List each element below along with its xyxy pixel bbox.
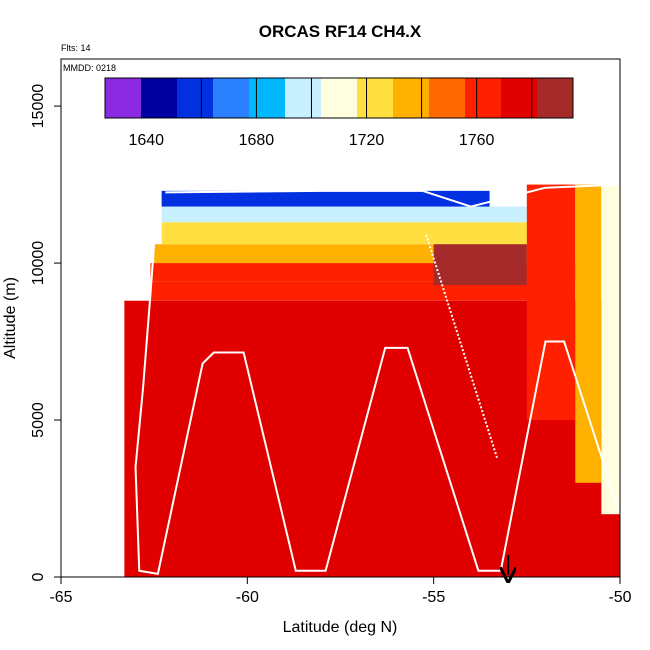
y-tick-label: 5000 <box>30 402 47 438</box>
y-tick-label: 0 <box>30 572 47 581</box>
colorbar-tick-label: 1760 <box>459 132 495 149</box>
colorbar-swatch <box>429 78 466 118</box>
colorbar-tick-label: 1680 <box>239 132 275 149</box>
x-axis-label: Latitude (deg N) <box>283 619 398 636</box>
colorbar-swatch <box>249 78 286 118</box>
colorbar-swatch <box>321 78 358 118</box>
colorbar-swatch <box>141 78 178 118</box>
colorbar-tick-label: 1720 <box>349 132 385 149</box>
cross-section-cell <box>154 350 509 405</box>
colorbar-swatch <box>105 78 142 118</box>
cross-section-cell <box>161 222 553 245</box>
y-axis: 0 5000 10000 15000 <box>30 84 61 581</box>
colorbar-swatch <box>177 78 214 118</box>
upper-track-line <box>165 183 620 208</box>
cross-section-cell <box>526 184 576 421</box>
x-tick-label: -55 <box>422 589 445 606</box>
cross-section-cell <box>601 184 620 515</box>
colorbar-swatch <box>537 78 574 118</box>
date-label: MMDD: 0218 <box>63 63 116 73</box>
colorbar-swatch <box>393 78 430 118</box>
flight-track-line <box>134 190 620 576</box>
cross-section-cells <box>124 184 620 577</box>
y-tick-label: 10000 <box>30 241 47 286</box>
cross-section-cell <box>150 281 553 301</box>
x-tick-label: -50 <box>608 589 631 606</box>
colorbar-swatch <box>285 78 322 118</box>
plot-frame <box>60 58 621 578</box>
x-tick-label: -60 <box>236 589 259 606</box>
cross-section-cell <box>161 206 527 223</box>
colorbar-frame <box>104 77 574 119</box>
colorbar: 1640 1680 1720 1760 <box>104 77 574 149</box>
x-axis: -65 -60 -55 -50 <box>49 577 632 606</box>
chart-title: ORCAS RF14 CH4.X <box>259 22 422 41</box>
y-tick-label: 15000 <box>30 84 47 129</box>
colorbar-tick-label: 1640 <box>128 132 164 149</box>
colorbar-swatch <box>213 78 250 118</box>
cross-section-cell <box>433 244 527 286</box>
x-tick-label: -65 <box>49 589 72 606</box>
flights-label: Flts: 14 <box>61 43 91 53</box>
y-axis-label: Altitude (m) <box>2 277 19 359</box>
flight-track <box>134 183 620 576</box>
colorbar-swatch <box>357 78 394 118</box>
cross-section-cell <box>161 190 490 207</box>
cross-section-cell <box>575 184 602 483</box>
colorbar-swatch <box>465 78 502 118</box>
descent-trace-line <box>425 234 498 459</box>
